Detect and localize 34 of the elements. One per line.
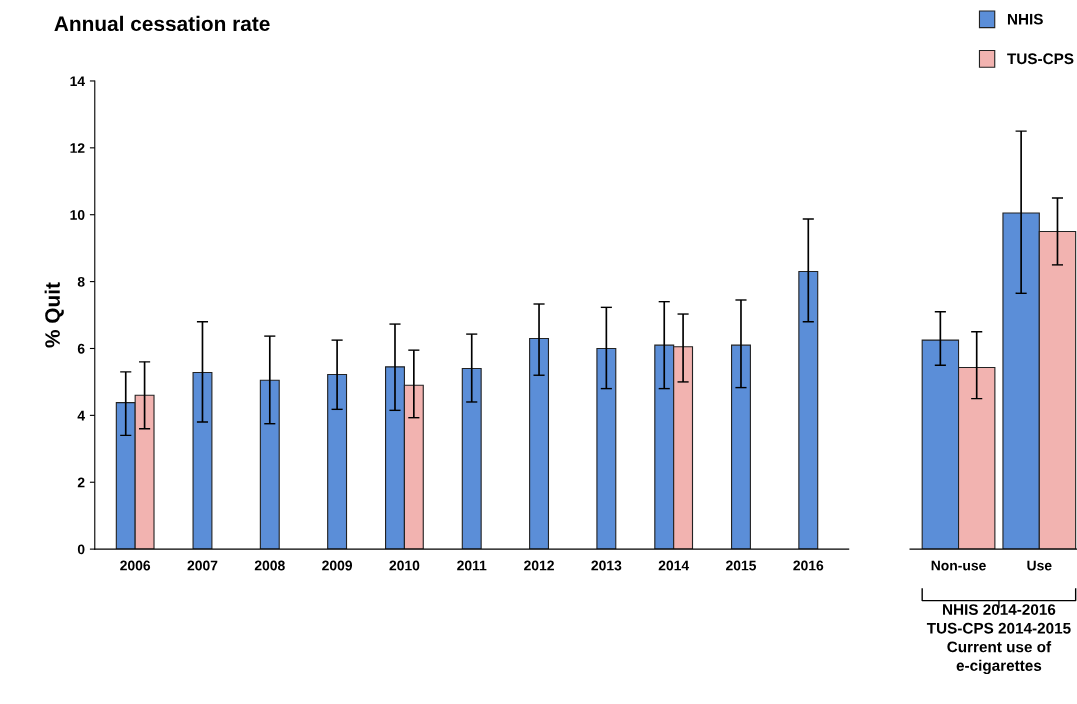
y-tick-label: 12 xyxy=(70,143,85,153)
y-axis-title: % Quit xyxy=(44,282,64,348)
y-tick-label: 8 xyxy=(77,276,85,287)
x-tick-label: 2013 xyxy=(591,560,622,571)
x-tick-label: Non-use xyxy=(931,560,986,571)
bar xyxy=(259,379,280,550)
chart-title: Annual cessation rate xyxy=(54,15,270,32)
bar xyxy=(596,347,617,550)
legend-label: NHIS xyxy=(1007,13,1043,25)
x-tick-label: 2016 xyxy=(793,560,824,571)
bar xyxy=(529,337,550,550)
x-tick-label: 2008 xyxy=(254,560,285,571)
x-tick-label: 2007 xyxy=(187,560,218,571)
x-tick-label: 2006 xyxy=(120,560,151,571)
x-tick-label: Use xyxy=(1027,560,1052,571)
bar xyxy=(192,372,213,550)
bar xyxy=(461,367,482,550)
y-tick-label: 10 xyxy=(70,210,85,220)
bar xyxy=(730,344,751,550)
x-tick-label: 2014 xyxy=(658,560,690,571)
x-tick-label: 2009 xyxy=(322,560,353,571)
legend-label: TUS-CPS xyxy=(1007,53,1074,65)
x-tick-label: 2011 xyxy=(457,560,487,571)
y-tick-label: 0 xyxy=(77,544,85,555)
y-tick-label: 2 xyxy=(77,477,85,488)
bar xyxy=(798,271,819,550)
x-tick-label: 2012 xyxy=(524,560,554,571)
y-tick-label: 4 xyxy=(77,410,85,421)
x-tick-label: 2010 xyxy=(389,560,420,571)
x-tick-label: 2015 xyxy=(726,560,757,571)
y-tick-label: 14 xyxy=(70,76,85,86)
bar xyxy=(327,374,348,550)
x-axis-title: NHIS 2014-2016 TUS-CPS 2014-2015 Current use of e-cigarettes xyxy=(926,604,1071,675)
y-tick-label: 6 xyxy=(77,343,85,354)
